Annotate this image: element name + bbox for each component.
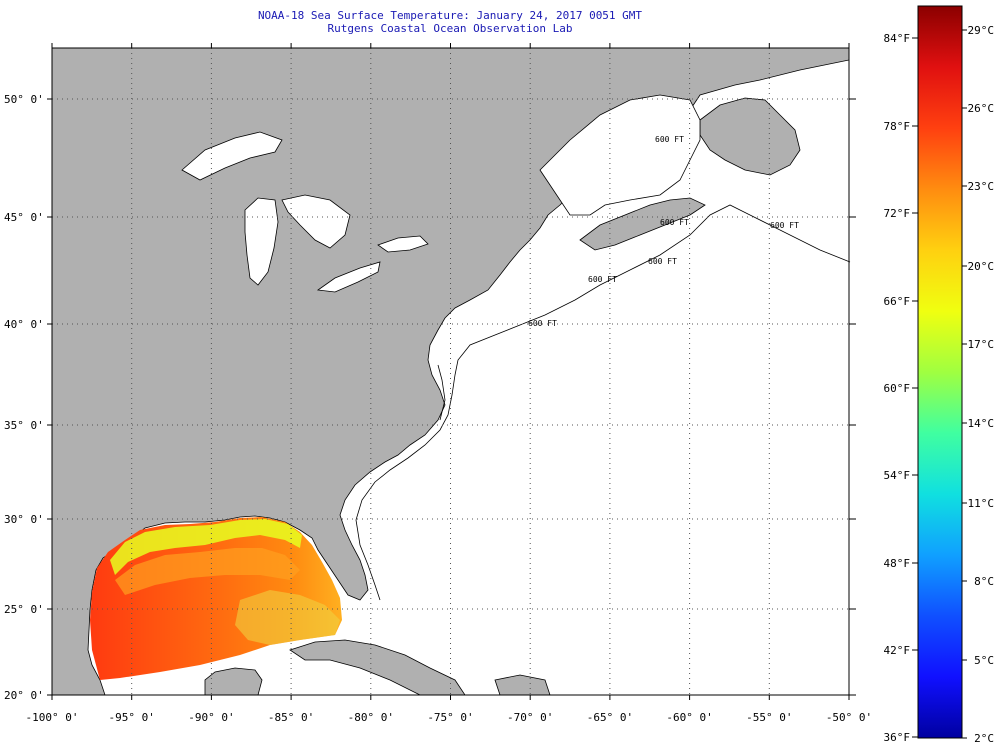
- lon-tick-label: -60° 0': [666, 711, 712, 724]
- lon-tick-label: -55° 0': [746, 711, 792, 724]
- lon-tick-label: -80° 0': [348, 711, 394, 724]
- colorbar-f-label: 60°F: [884, 382, 911, 395]
- lat-tick-label: 40° 0': [4, 318, 44, 331]
- colorbar: [917, 5, 963, 739]
- isobath-label: 600 FT: [655, 135, 684, 144]
- newfoundland-land: [699, 97, 801, 176]
- colorbar-c-label: 26°C: [968, 102, 995, 115]
- lat-tick-label: 50° 0': [4, 93, 44, 106]
- isobath-label: 600 FT: [588, 275, 617, 284]
- hispaniola-land: [494, 674, 551, 695]
- lon-tick-label: -90° 0': [188, 711, 234, 724]
- lon-tick-label: -95° 0': [109, 711, 155, 724]
- lake-ontario: [377, 235, 429, 253]
- isobath-label: 600 FT: [770, 221, 799, 230]
- colorbar-f-label: 42°F: [884, 644, 911, 657]
- lake-erie: [316, 261, 381, 293]
- colorbar-f-label: 84°F: [884, 32, 911, 45]
- colorbar-c-label: 11°C: [968, 497, 995, 510]
- colorbar-celsius-labels: 29°C 26°C 23°C 20°C 17°C 14°C 11°C 8°C 5°C 2°C: [962, 24, 994, 745]
- lon-tick-label: -100° 0': [26, 711, 79, 724]
- colorbar-c-label: 2°C: [974, 732, 994, 745]
- colorbar-c-label: 17°C: [968, 338, 995, 351]
- cuba-land: [289, 639, 466, 695]
- colorbar-c-label: 20°C: [968, 260, 995, 273]
- longitude-axis: -100° 0' -95° 0' -90° 0' -85° 0' -80° 0' -75°…: [26, 43, 872, 724]
- lon-tick-label: -65° 0': [587, 711, 633, 724]
- lon-tick-label: -85° 0': [268, 711, 314, 724]
- lat-tick-label: 45° 0': [4, 211, 44, 224]
- colorbar-c-label: 23°C: [968, 180, 995, 193]
- colorbar-f-label: 48°F: [884, 557, 911, 570]
- colorbar-fahrenheit-labels: 84°F 78°F 72°F 66°F 60°F 54°F 48°F 42°F 36°F: [884, 32, 918, 744]
- lake-michigan: [244, 197, 279, 286]
- lat-tick-label: 25° 0': [4, 603, 44, 616]
- isobath-600ft: [355, 204, 851, 601]
- colorbar-c-label: 5°C: [974, 654, 994, 667]
- isobath-label: 600 FT: [648, 257, 677, 266]
- map-subtitle: Rutgens Coastal Ocean Observation Lab: [327, 22, 573, 35]
- colorbar-f-label: 54°F: [884, 469, 911, 482]
- colorbar-f-label: 36°F: [884, 731, 911, 744]
- colorbar-c-label: 8°C: [974, 575, 994, 588]
- lake-huron: [281, 194, 351, 249]
- lat-tick-label: 35° 0': [4, 419, 44, 432]
- lat-tick-label: 20° 0': [4, 689, 44, 702]
- latitude-axis: 20° 0' 25° 0' 30° 0' 35° 0' 40° 0' 45° 0' 50° …: [4, 93, 856, 702]
- colorbar-f-label: 66°F: [884, 295, 911, 308]
- map-title: NOAA-18 Sea Surface Temperature: January…: [257, 9, 643, 22]
- gulf-mid-band: [115, 548, 300, 595]
- colorbar-f-label: 72°F: [884, 207, 911, 220]
- gulf-coastal-cool-band: [110, 519, 302, 575]
- isobath-label: 600 FT: [660, 218, 689, 227]
- florida-straits-noise: [235, 590, 340, 645]
- lon-tick-label: -70° 0': [507, 711, 553, 724]
- colorbar-c-label: 14°C: [968, 417, 995, 430]
- colorbar-f-label: 78°F: [884, 120, 911, 133]
- lon-tick-label: -50° 0': [826, 711, 872, 724]
- lat-tick-label: 30° 0': [4, 513, 44, 526]
- colorbar-c-label: 29°C: [968, 24, 995, 37]
- lon-tick-label: -75° 0': [427, 711, 473, 724]
- nova-scotia-land: [579, 197, 706, 251]
- gulf-of-st-lawrence: [539, 94, 701, 216]
- yucatan-land: [204, 667, 263, 695]
- lake-superior: [181, 131, 283, 181]
